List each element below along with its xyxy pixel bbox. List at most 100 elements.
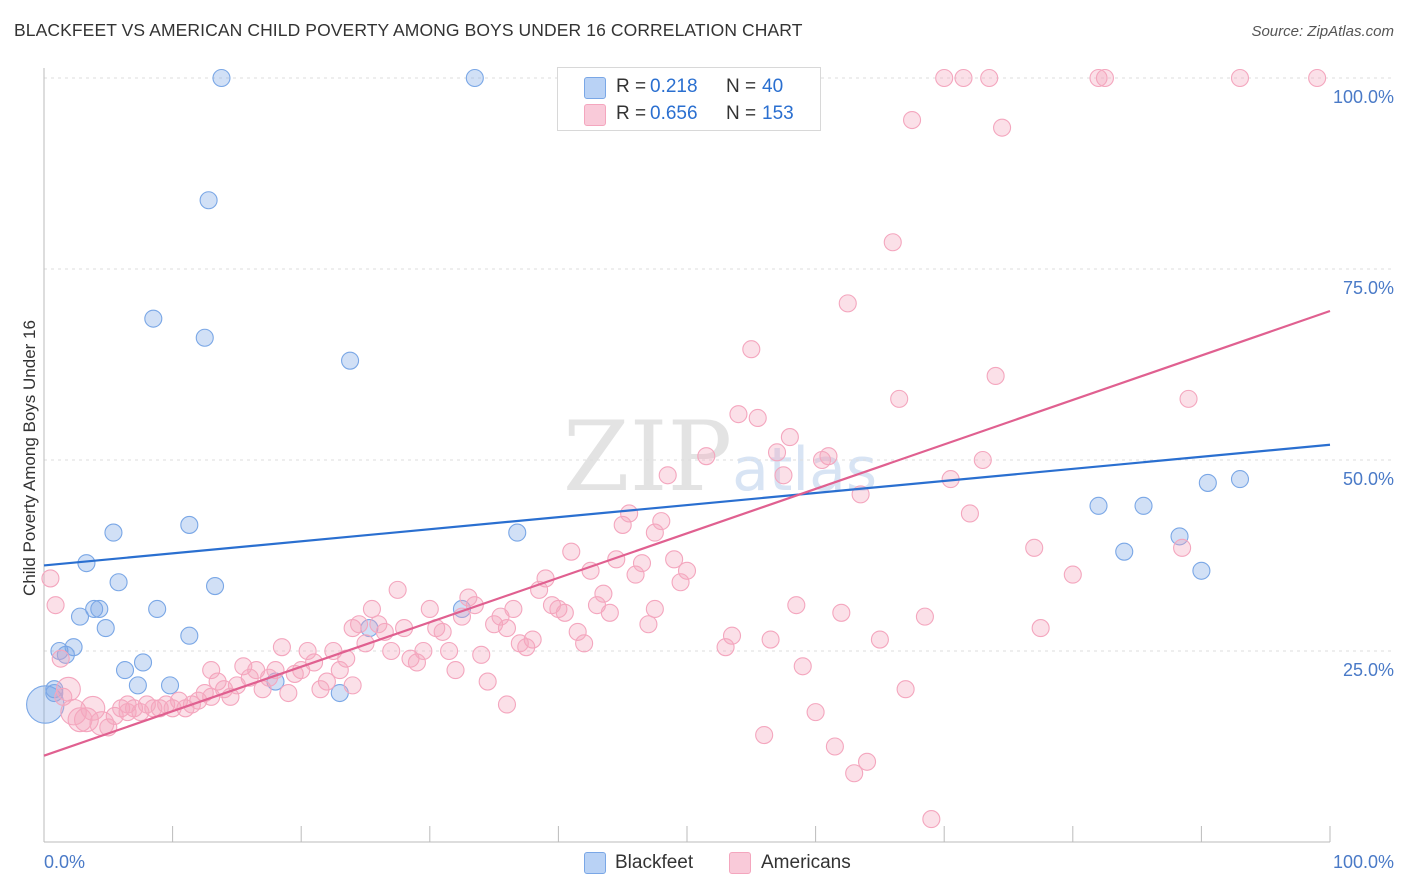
americans-point: [645, 523, 664, 542]
americans-point: [369, 615, 388, 634]
n-label: N =: [726, 103, 757, 124]
americans-point: [60, 698, 87, 726]
blackfeet-point: [144, 309, 163, 328]
americans-point: [600, 603, 619, 622]
blackfeet-trend-line: [43, 443, 1331, 567]
americans-point: [922, 810, 941, 829]
blackfeet-point: [1115, 542, 1134, 561]
stats-row-blackfeet: R = 0.218 N = 40: [558, 76, 820, 102]
americans-point: [613, 515, 632, 534]
americans-point: [1230, 68, 1250, 88]
americans-point: [80, 695, 106, 721]
blackfeet-point: [180, 626, 199, 645]
americans-point: [935, 68, 954, 88]
americans-point: [845, 764, 864, 783]
blackfeet-point: [85, 599, 104, 619]
americans-point: [1025, 538, 1044, 557]
americans-point: [857, 752, 877, 771]
blackfeet-point: [1230, 470, 1250, 489]
americans-trend-line: [43, 309, 1331, 757]
y-tick-label: 75.0%: [1342, 278, 1394, 298]
americans-point: [362, 599, 381, 619]
chart-title: BLACKFEET VS AMERICAN CHILD POVERTY AMON…: [14, 20, 803, 40]
americans-point: [645, 599, 664, 619]
americans-point: [986, 366, 1005, 386]
r-value: 0.656: [650, 103, 698, 124]
americans-point: [632, 554, 652, 573]
americans-point: [330, 661, 349, 680]
americans-point: [208, 672, 227, 691]
americans-point: [272, 638, 291, 657]
americans-point: [562, 542, 581, 561]
blackfeet-point: [104, 523, 123, 542]
americans-point: [465, 596, 484, 615]
americans-point: [382, 641, 401, 661]
americans-point: [433, 622, 452, 641]
americans-point: [568, 622, 587, 641]
americans-point: [954, 68, 973, 88]
americans-point: [440, 641, 459, 661]
americans-point: [761, 630, 780, 649]
americans-point: [523, 630, 542, 649]
americans-point: [665, 550, 684, 569]
blackfeet-point: [109, 573, 128, 592]
americans-point: [960, 504, 979, 523]
americans-point: [343, 619, 362, 638]
americans-point: [1173, 538, 1192, 557]
americans-point: [993, 118, 1012, 137]
americans-point: [780, 428, 799, 447]
blackfeet-point: [90, 599, 109, 619]
americans-point: [819, 447, 838, 466]
americans-point: [41, 569, 60, 588]
americans-point: [478, 672, 497, 691]
x-tick-label: 0.0%: [44, 852, 86, 872]
americans-point: [742, 340, 761, 359]
americans-point: [504, 599, 523, 619]
blackfeet-swatch: [584, 852, 606, 874]
americans-point: [1179, 389, 1198, 408]
americans-point: [626, 565, 645, 584]
americans-point: [658, 466, 677, 485]
r-label: R =: [616, 76, 647, 97]
americans-point: [980, 68, 999, 88]
stats-legend: R = 0.218 N = 40 R = 0.656 N = 153: [557, 67, 821, 131]
americans-point: [620, 504, 639, 523]
americans-point: [915, 607, 934, 626]
americans-point: [202, 661, 221, 680]
americans-point: [748, 408, 767, 428]
blackfeet-point: [148, 599, 167, 619]
blackfeet-point: [1170, 527, 1189, 546]
blackfeet-point: [1089, 496, 1108, 515]
americans-swatch: [584, 104, 606, 126]
americans-point: [697, 447, 716, 466]
americans-point: [1308, 68, 1327, 88]
americans-point: [343, 676, 362, 695]
blackfeet-point: [160, 676, 180, 695]
americans-point: [1063, 565, 1082, 584]
americans-point: [607, 550, 626, 569]
americans-point: [594, 584, 613, 603]
americans-point: [317, 672, 336, 691]
americans-point: [767, 443, 787, 462]
americans-point: [459, 588, 478, 607]
americans-point: [883, 233, 902, 252]
n-value: 40: [762, 76, 784, 97]
blackfeet-point: [1192, 561, 1211, 580]
americans-point: [973, 450, 992, 470]
r-value: 0.218: [650, 76, 698, 97]
blackfeet-swatch: [584, 77, 606, 99]
stats-row-americans: R = 0.656 N = 153: [558, 103, 820, 129]
blackfeet-point: [180, 515, 199, 534]
americans-point: [1095, 68, 1114, 88]
americans-point: [407, 653, 426, 672]
americans-point: [575, 634, 594, 653]
americans-point: [755, 725, 774, 745]
n-label: N =: [726, 76, 757, 97]
y-tick-label: 100.0%: [1332, 87, 1394, 107]
blackfeet-point: [1198, 473, 1217, 492]
americans-point: [497, 619, 517, 638]
blackfeet-point: [64, 638, 83, 657]
americans-point: [1089, 68, 1108, 88]
americans-point: [298, 641, 317, 661]
blackfeet-point: [195, 328, 214, 347]
